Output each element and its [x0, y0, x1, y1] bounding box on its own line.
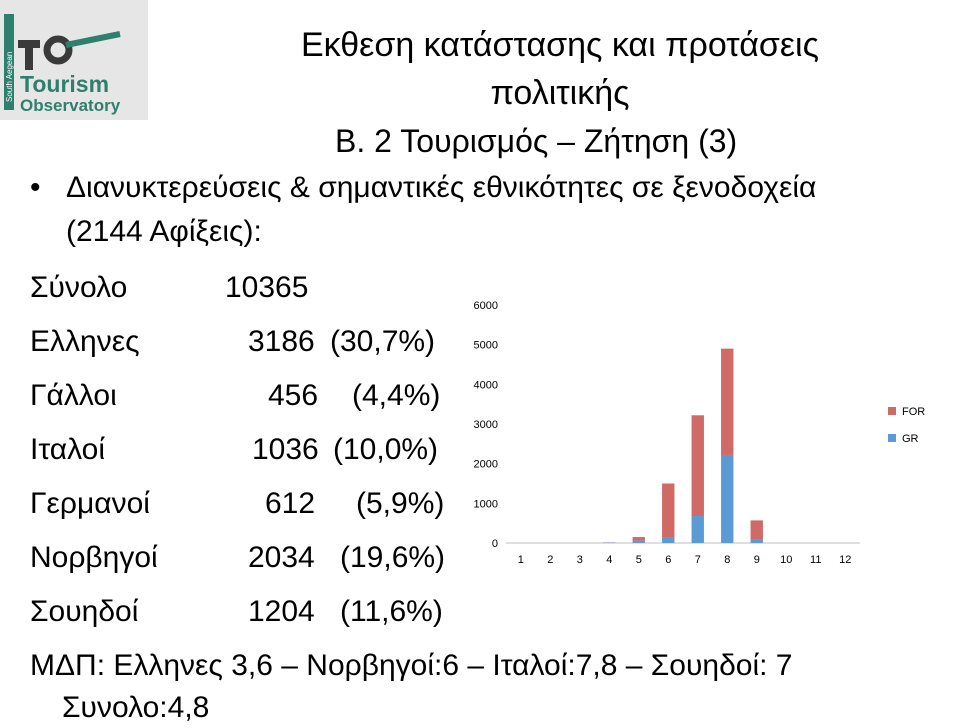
stat-value: 10365	[225, 268, 308, 308]
stat-percentage: (10,0%)	[333, 430, 438, 470]
bar-gr-5	[633, 541, 645, 543]
tourism-observatory-logo: South Aegean Tourism Observatory	[0, 0, 148, 120]
y-tick-label: 5000	[474, 340, 498, 352]
legend-swatch-for	[888, 407, 896, 415]
legend-swatch-gr	[888, 434, 896, 442]
x-tick-label: 12	[839, 554, 851, 566]
bullet-line1: Διανυκτερεύσεις & σημαντικές εθνικότητες…	[66, 168, 816, 208]
stat-label: Ιταλοί	[30, 430, 105, 470]
logo-side-text: South Aegean	[5, 52, 14, 102]
x-tick-label: 4	[606, 554, 612, 566]
bullet-symbol: •	[30, 168, 41, 208]
stat-value: 456	[268, 376, 318, 416]
stat-label: Σύνολο	[30, 268, 127, 308]
y-tick-label: 0	[492, 538, 498, 550]
x-tick-label: 8	[724, 554, 730, 566]
bar-for-9	[751, 520, 763, 539]
logo-word-tourism: Tourism	[20, 71, 109, 97]
stat-value: 2034	[248, 538, 315, 578]
stat-percentage: (4,4%)	[352, 376, 440, 416]
bar-gr-8	[721, 455, 733, 543]
stat-percentage: (19,6%)	[340, 538, 445, 578]
stat-label: Σουηδοί	[30, 592, 138, 632]
stat-label: Νορβηγοί	[30, 538, 158, 578]
stat-percentage: (5,9%)	[356, 484, 444, 524]
x-tick-label: 9	[754, 554, 760, 566]
bar-gr-9	[751, 539, 763, 543]
y-tick-label: 4000	[474, 379, 498, 391]
stat-percentage: (11,6%)	[340, 592, 443, 632]
stat-value: 1204	[248, 592, 315, 632]
x-tick-label: 6	[665, 554, 671, 566]
page-title-line2: πολιτικής	[180, 70, 940, 116]
legend-label-for: FOR	[902, 406, 925, 418]
x-tick-label: 10	[780, 554, 792, 566]
bar-for-8	[721, 349, 733, 455]
y-tick-label: 2000	[474, 459, 498, 471]
y-tick-label: 6000	[474, 300, 498, 312]
x-tick-label: 1	[518, 554, 524, 566]
stat-value: 1036	[252, 430, 319, 470]
y-tick-label: 1000	[474, 498, 498, 510]
page-title-line1: Εκθεση κατάστασης και προτάσεις	[180, 22, 940, 68]
x-tick-label: 11	[810, 554, 821, 566]
x-tick-label: 7	[695, 554, 701, 566]
x-tick-label: 2	[547, 554, 553, 566]
x-tick-label: 3	[577, 554, 583, 566]
logo-t-stem	[25, 40, 33, 70]
bullet-line2: (2144 Αφίξεις):	[66, 212, 262, 252]
x-tick-label: 5	[636, 554, 642, 566]
y-tick-label: 3000	[474, 419, 498, 431]
footer-line2: Συνολο:4,8	[62, 688, 209, 728]
section-subtitle: Β. 2 Τουρισμός – Ζήτηση (3)	[335, 118, 737, 164]
bar-gr-7	[692, 516, 704, 543]
stat-value: 612	[265, 484, 315, 524]
footer-line1: ΜΔΠ: Ελληνες 3,6 – Νορβηγοί:6 – Ιταλοί:7…	[30, 646, 792, 686]
stat-label: Γερμανοί	[30, 484, 150, 524]
bar-gr-6	[662, 537, 674, 543]
bar-for-7	[692, 415, 704, 516]
stat-value: 3186	[248, 322, 315, 362]
bar-for-6	[662, 484, 674, 538]
logo-word-observatory: Observatory	[20, 96, 121, 115]
stat-label: Ελληνες	[30, 322, 140, 362]
legend-label-gr: GR	[902, 433, 919, 445]
stat-label: Γάλλοι	[30, 376, 117, 416]
stat-percentage: (30,7%)	[330, 322, 435, 362]
bar-for-5	[633, 537, 645, 541]
